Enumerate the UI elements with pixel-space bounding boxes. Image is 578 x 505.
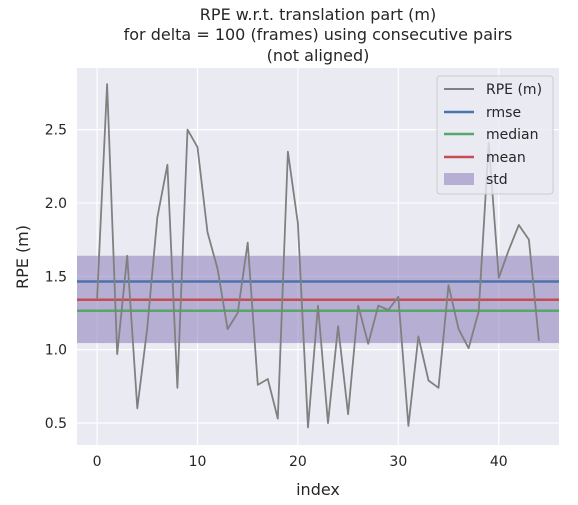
y-tick-labels: 0.5 1.0 1.5 2.0 2.5 [45,123,67,432]
x-axis-label: index [296,480,340,499]
x-tick-label: 10 [189,454,207,470]
x-tick-label: 20 [289,454,307,470]
chart-title-line-3: (not aligned) [267,46,370,65]
y-tick-label: 2.5 [45,123,67,139]
legend-label-rmse: rmse [486,105,521,121]
y-tick-label: 2.0 [45,196,67,212]
legend-swatch-std [444,173,474,185]
series-group [96,83,540,429]
legend-label-mean: mean [486,150,526,166]
legend-label-rpe: RPE (m) [486,82,542,98]
x-tick-labels: 0 10 20 30 40 [93,454,508,470]
legend-label-median: median [486,127,538,143]
x-tick-label: 30 [389,454,407,470]
y-tick-label: 1.0 [45,343,67,359]
legend-box [436,75,554,195]
chart-title-line-1: RPE w.r.t. translation part (m) [200,5,436,24]
rpe-series-line [96,83,540,429]
legend: RPE (m) rmse median mean std [436,75,554,195]
chart-title-line-2: for delta = 100 (frames) using consecuti… [124,25,513,44]
x-tick-label: 0 [93,454,102,470]
y-tick-label: 0.5 [45,416,67,432]
legend-label-std: std [486,172,508,188]
y-tick-label: 1.5 [45,269,67,285]
x-tick-label: 40 [490,454,508,470]
y-axis-label: RPE (m) [13,225,32,289]
